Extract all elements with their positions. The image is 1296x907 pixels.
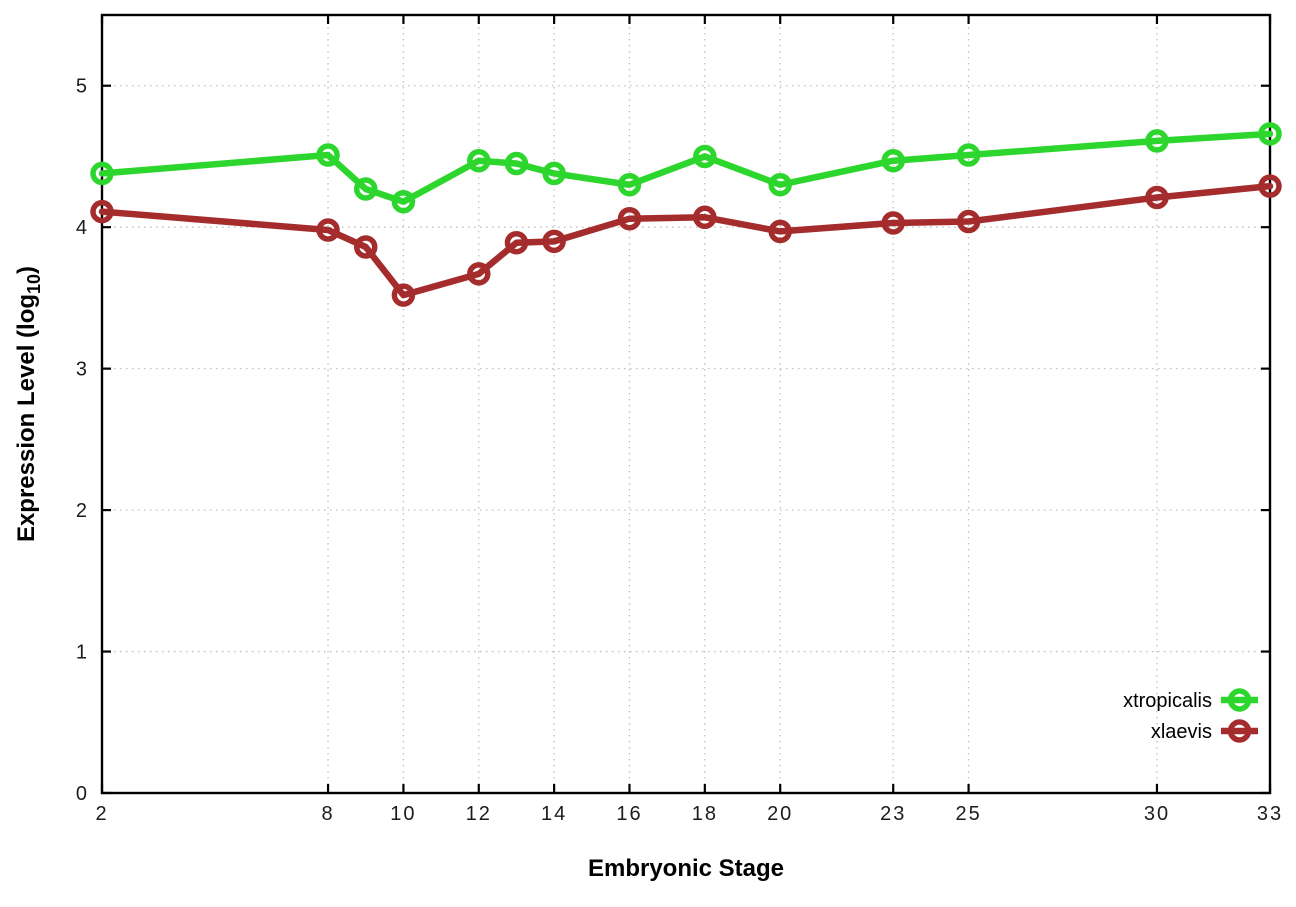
plot-border: [100, 13, 1272, 795]
legend-label: xlaevis: [1151, 721, 1212, 743]
data-point: [391, 189, 416, 214]
data-point: [1145, 185, 1169, 210]
series-line: [98, 182, 1274, 299]
x-tick-label: 25: [955, 803, 981, 825]
x-tick-label: 2: [95, 803, 108, 825]
data-point: [467, 262, 491, 286]
legend-label: xtropicalis: [1123, 690, 1212, 712]
data-point: [504, 230, 529, 255]
data-point: [90, 199, 114, 224]
x-tick-label: 30: [1144, 803, 1170, 825]
data-point: [467, 148, 491, 173]
data-point: [881, 148, 905, 173]
data-point: [956, 209, 981, 234]
data-point: [617, 172, 642, 197]
data-point: [1258, 122, 1282, 146]
x-tick-label: 23: [880, 803, 906, 825]
y-tick-label: 4: [76, 217, 89, 239]
legend-marker: [1227, 719, 1252, 743]
data-point: [768, 219, 792, 244]
x-tick-label: 33: [1257, 803, 1283, 825]
y-tick-label: 0: [76, 783, 89, 805]
x-tick-label: 16: [616, 803, 642, 825]
legend-marker: [1227, 688, 1252, 712]
data-point: [90, 161, 114, 186]
y-tick-label: 2: [76, 500, 89, 522]
data-point: [353, 235, 378, 259]
data-point: [1145, 129, 1169, 153]
data-point: [391, 283, 416, 307]
series-line: [98, 130, 1274, 205]
data-point: [617, 206, 642, 231]
x-tick-label: 20: [767, 803, 793, 825]
data-point: [693, 144, 717, 169]
y-axis-title: Expression Level (log10): [13, 266, 44, 542]
y-tick-label: 3: [76, 359, 89, 381]
y-tick-label: 1: [76, 642, 89, 664]
data-series: [90, 122, 1282, 307]
data-point: [881, 211, 905, 235]
data-point: [542, 229, 566, 254]
legend-item-xlaevis: xlaevis: [1151, 719, 1258, 743]
x-tick-label: 18: [692, 803, 718, 825]
x-tick-label: 8: [322, 803, 335, 825]
legend: xtropicalis xlaevis: [1123, 688, 1258, 743]
data-point: [316, 218, 340, 242]
x-axis-title: Embryonic Stage: [588, 855, 784, 882]
data-point: [542, 161, 566, 186]
x-tick-label: 14: [541, 803, 567, 825]
series-xlaevis: [90, 174, 1282, 307]
series-xtropicalis: [90, 122, 1282, 214]
plot-border-rect: [100, 13, 1272, 795]
data-point: [504, 151, 529, 176]
data-point: [956, 143, 981, 167]
y-tick-label: 5: [76, 76, 89, 98]
gridlines: [102, 15, 1270, 793]
x-tick-label: 10: [390, 803, 416, 825]
data-point: [768, 172, 792, 197]
legend-item-xtropicalis: xtropicalis: [1123, 688, 1258, 712]
data-point: [316, 143, 340, 167]
axis-ticks: [100, 15, 1272, 795]
data-point: [353, 177, 378, 201]
data-point: [1258, 174, 1282, 198]
data-point: [693, 205, 717, 230]
x-tick-label: 12: [466, 803, 492, 825]
